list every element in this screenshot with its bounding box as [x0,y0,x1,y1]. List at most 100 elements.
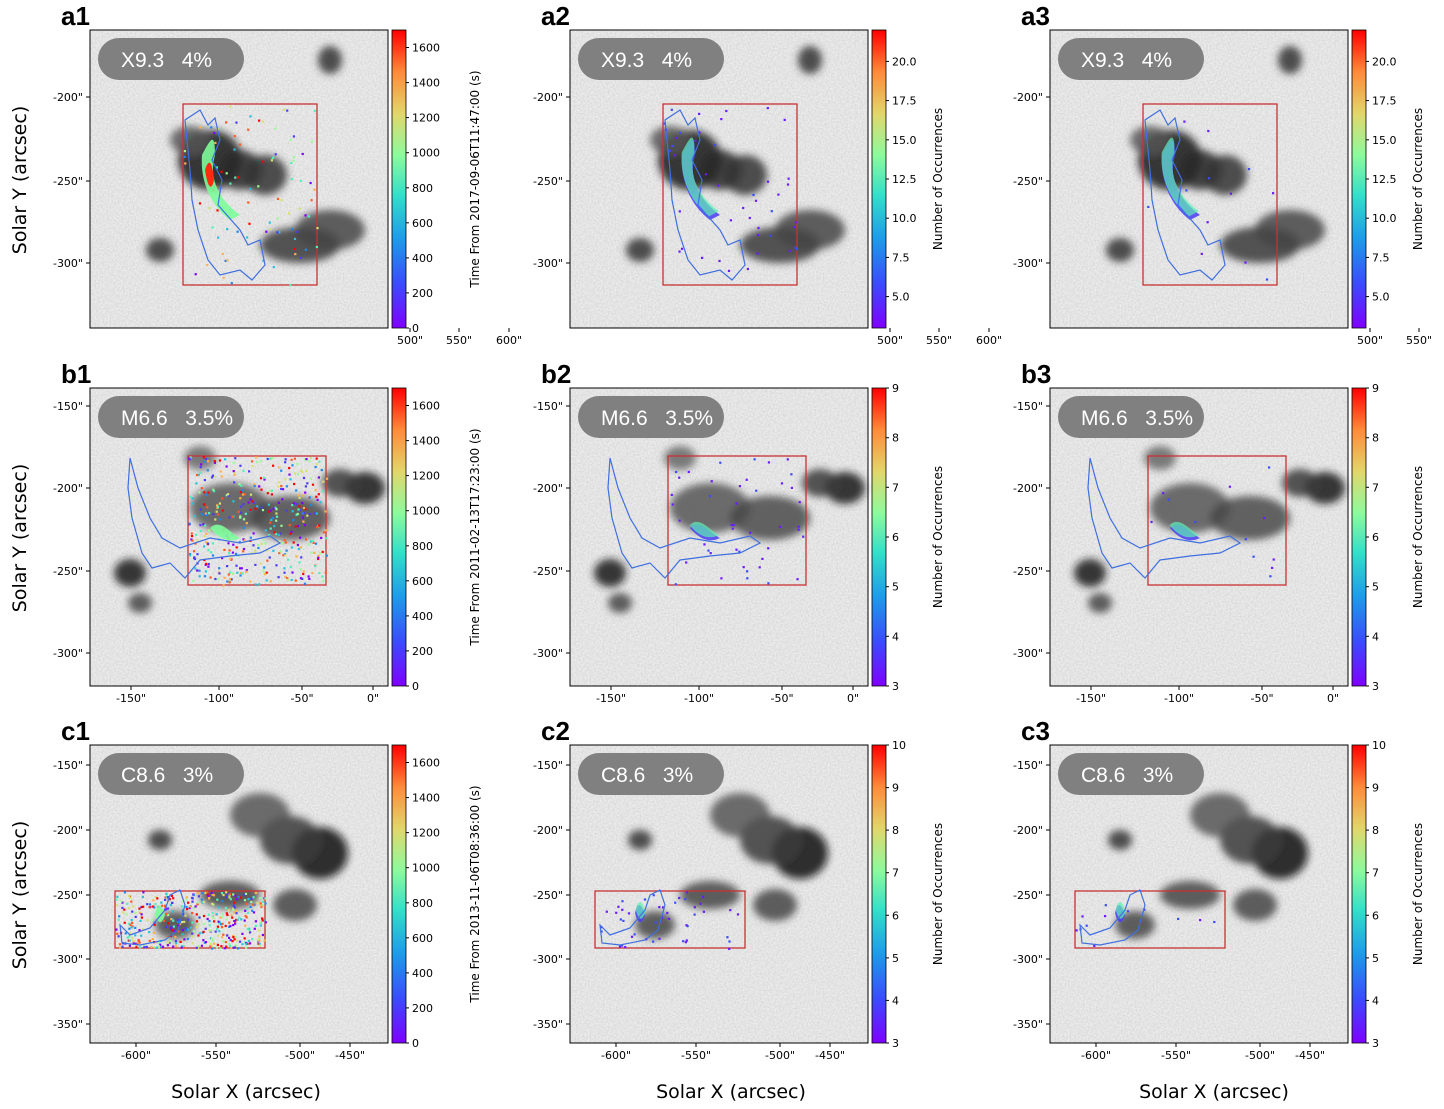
event-dot [293,472,297,475]
event-dot [241,932,244,935]
event-dot [186,908,189,911]
colorbar-tick-label: 17.5 [1372,95,1397,108]
event-dot [1271,566,1274,569]
event-dot [145,945,148,948]
colorbar-tick-label: 1000 [412,147,440,160]
event-dot [235,564,238,567]
event-dot [252,896,255,899]
event-dot [790,486,793,489]
event-dot [135,942,138,945]
event-dot [221,557,224,560]
event-dot [304,491,307,494]
event-dot [252,532,255,535]
event-dot [159,943,162,946]
event-dot [297,508,300,511]
event-dot [204,493,208,496]
event-dot [216,505,219,508]
event-dot [662,906,665,909]
event-dot [1093,944,1096,947]
x-tick-label: 0" [1327,692,1339,705]
event-dot [224,941,227,944]
event-dot [203,922,206,926]
event-dot [719,461,722,464]
event-dot [284,478,287,481]
event-dot [307,543,310,546]
event-dot [244,512,247,515]
colorbar-tick-label: 0 [412,322,419,335]
event-dot [758,566,761,569]
event-dot [243,919,246,922]
event-dot [272,507,275,510]
event-dot [261,919,264,922]
colorbar-tick-label: 400 [412,967,433,980]
event-dot [117,935,120,938]
event-dot [246,236,249,239]
event-dot [617,905,620,908]
event-dot [222,584,225,587]
event-dot [258,485,261,488]
event-dot [296,503,299,506]
sunspot [664,446,696,470]
event-dot [242,538,245,541]
event-dot [171,901,174,904]
event-dot [239,491,242,494]
badge-pill [98,396,244,438]
event-dot [1075,929,1078,932]
event-dot [260,506,263,509]
event-dot [228,896,231,899]
y-tick-label: -350" [1013,1018,1043,1031]
event-dot [229,182,232,185]
sunspot [1115,911,1155,939]
event-dot [288,524,291,527]
sunspot [184,446,216,470]
event-dot [213,460,216,463]
event-dot [208,924,211,927]
event-dot [122,911,125,914]
event-dot [311,483,315,486]
event-dot [131,910,134,913]
event-dot [678,210,681,213]
event-dot [264,902,267,905]
event-dot [250,900,253,904]
event-dot [278,540,281,543]
sunspot [170,126,210,154]
event-dot [213,461,216,464]
colorbar-tick-label: 9 [892,382,899,395]
event-dot [233,946,236,949]
event-dot [257,185,260,188]
event-dot [726,936,729,939]
sunspot-group [628,793,828,939]
event-dot [245,570,248,574]
event-dot [289,138,292,141]
colorbar-tick-label: 7 [1372,867,1379,880]
event-dot [767,461,770,464]
event-dot [232,470,235,473]
y-tick-label: -150" [53,400,83,413]
event-dot [254,891,257,894]
event-dot [268,556,271,559]
event-dot [129,895,132,898]
event-dot [253,903,256,906]
event-dot [322,480,325,483]
colorbar-tick-label: 8 [892,432,899,445]
colorbar-label: Time From 2011-02-13T17:23:00 (s) [468,428,482,646]
event-dot [297,494,300,497]
event-dot [156,946,159,949]
panel-a2: X9.3 4% a2 500" 550" 600" -200" -250" -300" 5.0 7… [533,1,1002,347]
colorbar-tick-label: 10.0 [1372,212,1397,225]
event-dot [134,926,137,929]
event-dot [314,488,317,492]
event-dot [313,188,316,191]
event-dot [208,919,211,923]
event-dot [246,927,249,931]
colorbar-label: Number of Occurrences [931,823,945,965]
x-tick-label: -100" [204,692,234,705]
event-dot [199,508,202,511]
panel-label: c1 [61,716,90,746]
colorbar-tick-label: 6 [1372,909,1379,922]
event-dot [1104,904,1107,907]
event-dot [285,509,288,512]
event-dot [206,542,210,545]
event-dot [304,538,308,541]
event-dot [244,892,248,895]
